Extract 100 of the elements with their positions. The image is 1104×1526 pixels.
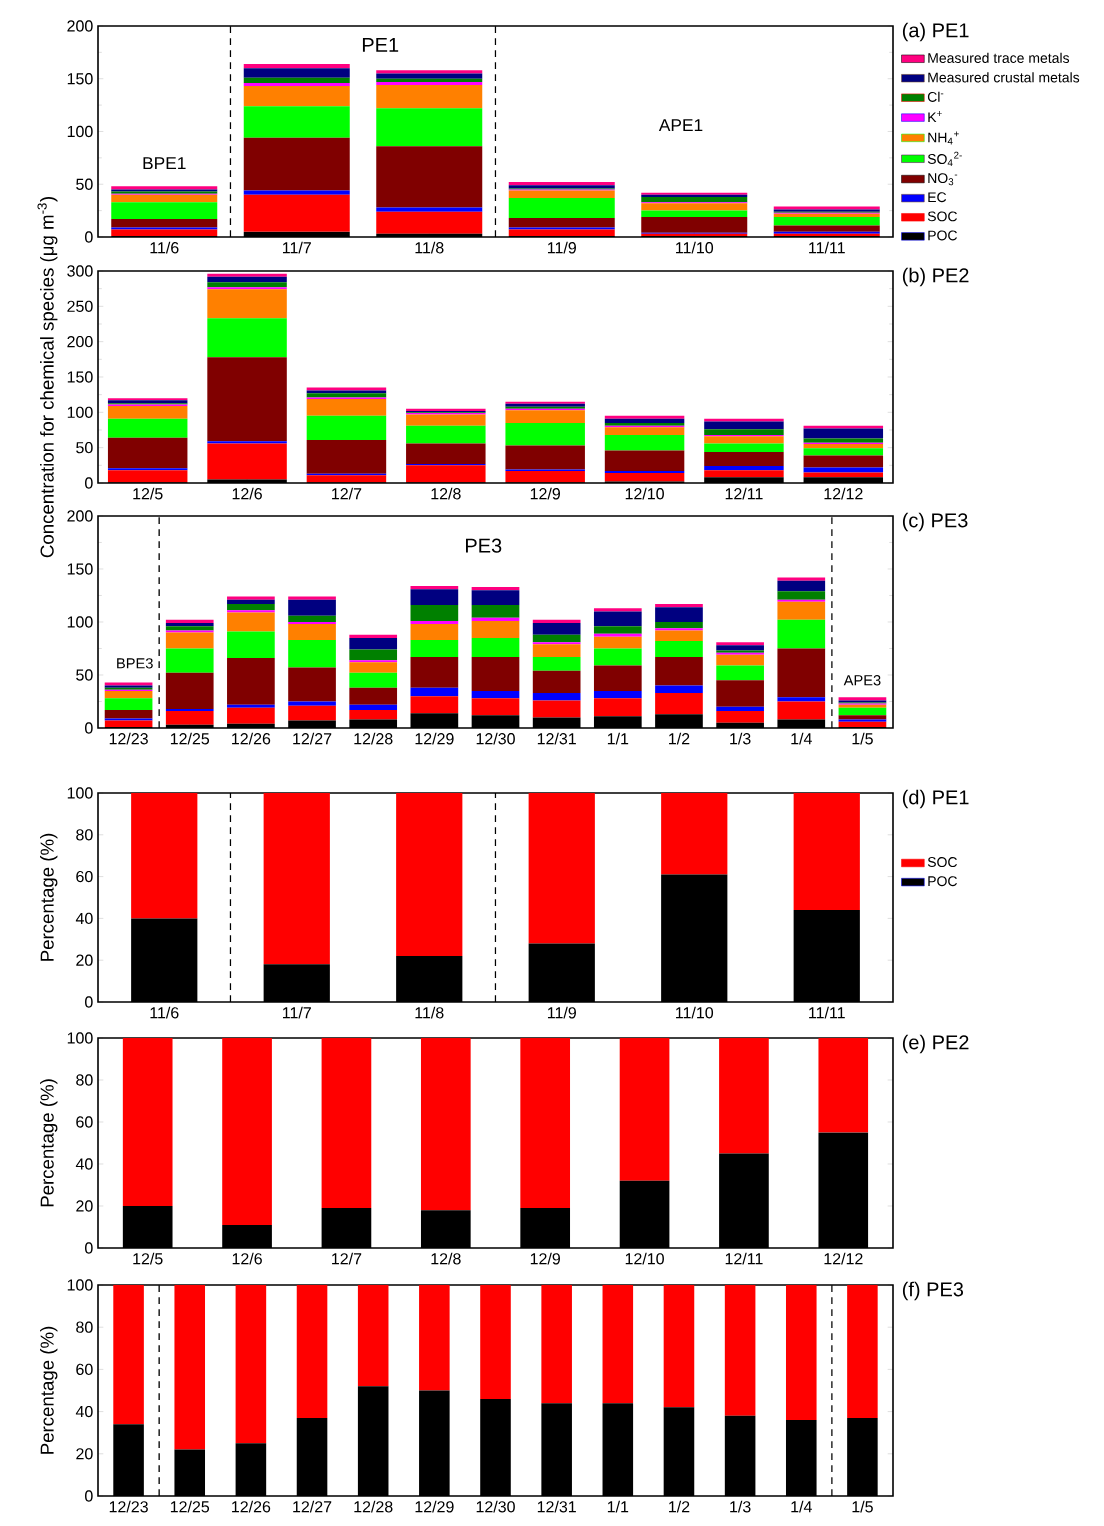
text: (e) PE2 xyxy=(902,1034,969,1054)
x-tick-label: 12/31 xyxy=(537,732,576,745)
x-tick-label: 12/9 xyxy=(530,1252,560,1265)
x-tick-label: 12/6 xyxy=(232,487,262,500)
x-tick-label: 12/10 xyxy=(625,487,664,500)
y-axis-title: Percentage (%) xyxy=(40,1079,58,1207)
x-tick-label: 11/9 xyxy=(547,1006,576,1019)
y-axis-title: Percentage (%) xyxy=(40,833,58,961)
y-tick-label: 100 xyxy=(67,616,93,628)
x-tick-label: 12/7 xyxy=(332,487,362,500)
x-tick-label: 1/1 xyxy=(607,1500,629,1513)
x-tick-label: 1/5 xyxy=(852,732,873,745)
x-tick-label: 11/11 xyxy=(809,1006,845,1019)
y-tick-label: 0 xyxy=(85,996,93,1008)
y-tick-label: 80 xyxy=(76,829,93,841)
legend-label: SO$_{4}$2- xyxy=(927,151,962,167)
x-tick-label: 11/8 xyxy=(415,241,444,254)
y-tick-label: 200 xyxy=(67,335,93,348)
x-tick-label: 12/9 xyxy=(530,487,560,500)
y-tick-label: 20 xyxy=(76,954,93,966)
x-tick-label: 11/9 xyxy=(547,241,576,254)
y-axis-title: Concentration for chemical species (μg m$^{-3}$) xyxy=(37,197,58,558)
x-tick-label: 12/29 xyxy=(415,732,454,745)
y-axis-title: Percentage (%) xyxy=(40,1326,58,1454)
y-tick-label: 100 xyxy=(67,406,93,418)
y-tick-label: 250 xyxy=(67,300,93,312)
x-tick-label: 12/27 xyxy=(293,1500,332,1513)
x-tick-label: 11/11 xyxy=(809,241,845,254)
x-tick-label: 12/27 xyxy=(293,732,332,745)
legend-label: NO$_{3}$- xyxy=(928,173,958,186)
y-tick-label: 100 xyxy=(67,1279,93,1291)
y-tick-label: 40 xyxy=(75,912,93,925)
x-tick-label: 12/5 xyxy=(133,487,163,500)
legend-label: Measured crustal metals xyxy=(928,72,1080,83)
x-tick-label: 12/25 xyxy=(170,732,210,745)
x-tick-label: 12/11 xyxy=(725,487,763,500)
text: (b) PE2 xyxy=(902,267,969,287)
x-tick-label: 12/29 xyxy=(415,1500,454,1513)
y-tick-label: 80 xyxy=(76,1321,93,1333)
y-tick-label: 20 xyxy=(76,1200,93,1212)
y-tick-label: 0 xyxy=(85,477,93,489)
x-tick-label: 12/23 xyxy=(109,1500,148,1513)
x-tick-label: 11/6 xyxy=(150,1006,179,1019)
legend-label: SOC xyxy=(927,211,958,222)
y-tick-label: 40 xyxy=(75,1158,93,1170)
y-tick-label: 80 xyxy=(76,1074,93,1086)
y-tick-label: 60 xyxy=(76,870,93,883)
text: (c) PE3 xyxy=(902,512,968,532)
legend-label: Measured trace metals xyxy=(928,52,1070,63)
annotation: APE1 xyxy=(658,119,703,132)
y-tick-label: 150 xyxy=(67,73,93,85)
x-tick-label: 11/7 xyxy=(282,1006,311,1019)
y-tick-label: 60 xyxy=(76,1363,93,1376)
annotation: PE3 xyxy=(466,538,502,553)
annotation: BPE3 xyxy=(117,658,153,669)
y-tick-label: 300 xyxy=(67,265,93,277)
y-tick-label: 150 xyxy=(67,563,93,575)
text: (d) PE1 xyxy=(902,789,969,809)
x-tick-label: 12/30 xyxy=(476,1500,515,1513)
y-tick-label: 60 xyxy=(76,1116,93,1128)
legend-label: EC xyxy=(928,192,947,203)
x-tick-label: 1/2 xyxy=(669,1500,690,1513)
x-tick-label: 12/8 xyxy=(431,1252,461,1265)
x-tick-label: 1/4 xyxy=(791,732,812,745)
y-tick-label: 100 xyxy=(67,787,93,799)
text: (f) PE3 xyxy=(902,1281,964,1301)
y-tick-label: 200 xyxy=(67,510,93,522)
y-tick-label: 0 xyxy=(85,1242,93,1254)
legend-label: SOC xyxy=(927,857,958,868)
x-tick-label: 11/6 xyxy=(150,241,179,254)
x-tick-label: 1/3 xyxy=(730,732,751,745)
x-tick-label: 12/26 xyxy=(232,1500,271,1513)
annotation: PE1 xyxy=(362,38,399,52)
legend-label: POC xyxy=(928,876,958,887)
y-tick-label: 50 xyxy=(76,178,93,190)
annotation: APE3 xyxy=(843,675,881,686)
y-tick-label: 50 xyxy=(76,441,93,454)
x-tick-label: 1/1 xyxy=(607,732,629,745)
y-tick-label: 200 xyxy=(67,20,93,32)
x-tick-label: 12/23 xyxy=(109,732,148,745)
y-tick-label: 40 xyxy=(75,1405,93,1418)
x-tick-label: 12/12 xyxy=(824,1252,863,1265)
x-tick-label: 12/10 xyxy=(625,1252,664,1265)
x-tick-label: 11/10 xyxy=(676,1006,714,1019)
x-tick-label: 12/30 xyxy=(476,732,515,745)
x-tick-label: 12/28 xyxy=(354,1500,393,1513)
x-tick-label: 1/2 xyxy=(669,732,690,745)
legend-label: NH$_{4}$+ xyxy=(928,131,959,145)
y-tick-label: 0 xyxy=(85,1490,93,1502)
x-tick-label: 12/12 xyxy=(824,487,863,500)
x-tick-label: 12/8 xyxy=(431,487,461,500)
x-tick-label: 12/11 xyxy=(725,1252,763,1265)
x-tick-label: 12/6 xyxy=(232,1252,262,1265)
legend-label: K$^{+}$ xyxy=(928,111,942,123)
x-tick-label: 11/8 xyxy=(415,1006,444,1019)
y-tick-label: 150 xyxy=(67,371,93,383)
legend-label: Cl$^{-}$ xyxy=(927,91,944,102)
x-tick-label: 12/28 xyxy=(354,732,393,745)
x-tick-label: 12/5 xyxy=(133,1252,163,1265)
text: (a) PE1 xyxy=(902,22,969,42)
